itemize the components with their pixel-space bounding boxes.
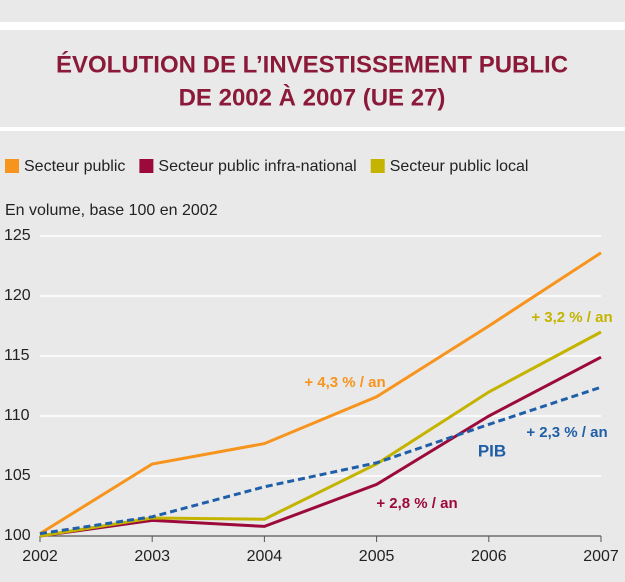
- separator: [0, 127, 625, 131]
- chart-title: DE 2002 À 2007 (UE 27): [179, 83, 446, 111]
- subtitle: En volume, base 100 en 2002: [5, 202, 218, 219]
- legend-swatch: [5, 159, 19, 173]
- legend-label: Secteur public local: [390, 158, 529, 175]
- x-tick-label: 2006: [471, 548, 507, 565]
- y-tick-label: 120: [4, 287, 31, 304]
- legend-swatch: [139, 159, 154, 173]
- series-line: [39, 251, 602, 535]
- legend-label: Secteur public: [24, 158, 125, 175]
- x-tick-label: 2005: [359, 548, 395, 565]
- legend-label: Secteur public infra-national: [158, 158, 356, 175]
- y-tick-label: 110: [4, 407, 30, 424]
- legend-swatch: [370, 159, 385, 173]
- annotation: + 3,2 % / an: [531, 309, 612, 326]
- x-tick-label: 2002: [22, 548, 58, 565]
- annotation: + 2,8 % / an: [376, 495, 457, 512]
- chart-title: ÉVOLUTION DE L’INVESTISSEMENT PUBLIC: [56, 50, 568, 78]
- series-line: [39, 355, 602, 538]
- series-line: [39, 385, 602, 536]
- y-tick-label: 125: [4, 227, 31, 244]
- x-tick-label: 2004: [247, 548, 283, 565]
- annotation: + 4,3 % / an: [304, 374, 385, 391]
- y-tick-label: 105: [4, 467, 31, 484]
- annotation: PIB: [478, 441, 506, 460]
- x-tick-label: 2007: [583, 548, 619, 565]
- x-tick-label: 2003: [134, 548, 170, 565]
- annotation: + 2,3 % / an: [526, 424, 607, 441]
- separator: [0, 22, 625, 30]
- y-tick-label: 100: [4, 527, 31, 544]
- y-tick-label: 115: [4, 347, 30, 364]
